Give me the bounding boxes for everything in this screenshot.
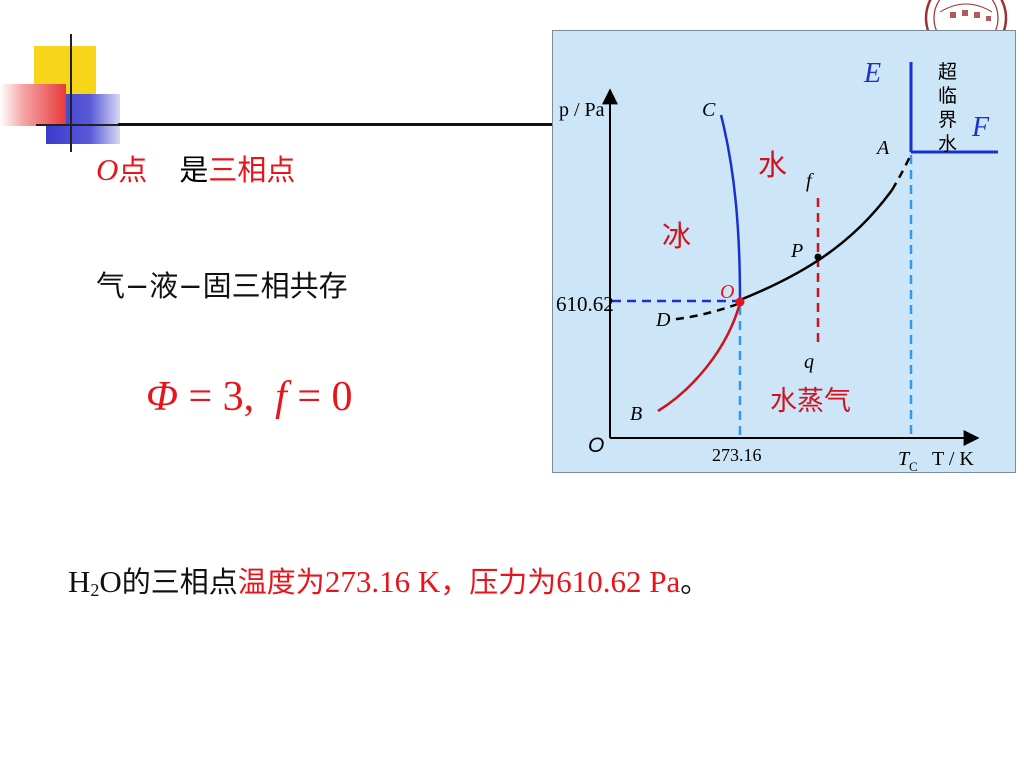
- text-triple-point: 的三相点: [121, 565, 238, 599]
- pressure-is: ，压力为: [440, 565, 557, 599]
- is-text: 是: [179, 153, 209, 187]
- water-phase-diagram: p / Pa C A f P O D q B E F 610.62 273.16…: [556, 58, 998, 473]
- supercritical-char-2: 临: [938, 85, 957, 107]
- label-e: E: [863, 58, 881, 89]
- triple-point-marker: [735, 297, 745, 307]
- corner-decoration: [0, 0, 140, 160]
- coexistence-statement: 气−液−固三相共存: [96, 269, 348, 303]
- oc-melting-curve: [719, 114, 742, 301]
- subscript-2: 2: [90, 580, 100, 600]
- header-rule: [118, 123, 552, 126]
- supercritical-char-1: 超: [938, 61, 957, 83]
- phase-rule-formula: Φ = 3, f = 0: [146, 372, 353, 422]
- region-water: 水: [758, 148, 787, 182]
- pressure-value: 610.62 Pa: [556, 564, 681, 599]
- y-axis-label: p / Pa: [559, 99, 605, 121]
- h-letter: H: [68, 564, 91, 599]
- critical-temperature-sub: C: [909, 459, 918, 473]
- red-bar: [0, 84, 66, 126]
- triple-temperature-value: 273.16: [712, 445, 762, 465]
- point-p-marker: [814, 253, 822, 261]
- label-c: C: [702, 99, 716, 121]
- f-symbol: f: [275, 374, 287, 420]
- label-f-region: F: [971, 112, 990, 143]
- temperature-is: 温度为: [237, 565, 325, 599]
- critical-temperature-label: T: [898, 448, 911, 470]
- horizontal-rule-short: [36, 124, 126, 126]
- region-supercritical: 超 临 界 水: [938, 61, 957, 155]
- label-d: D: [655, 309, 671, 331]
- region-ice: 冰: [662, 219, 691, 253]
- x-axis-label: T / K: [932, 448, 974, 470]
- period: 。: [680, 565, 710, 599]
- supercritical-char-4: 水: [938, 133, 957, 155]
- label-q: q: [804, 351, 814, 373]
- oa-vaporization-curve-dashed: [890, 151, 914, 191]
- point-suffix: 点: [118, 153, 148, 187]
- origin-label: O: [588, 434, 604, 457]
- label-a: A: [875, 137, 890, 159]
- label-o-point: O: [720, 281, 734, 303]
- phi-symbol: Φ: [146, 374, 178, 420]
- label-b: B: [630, 403, 642, 425]
- vertical-rule: [70, 34, 72, 152]
- phase-diagram-panel: [552, 30, 1016, 473]
- supercritical-char-3: 界: [938, 109, 957, 131]
- point-o-label: O: [96, 152, 119, 187]
- oa-vaporization-curve: [739, 189, 894, 302]
- phi-equation: = 3,: [177, 374, 255, 420]
- od-metastable-curve: [667, 302, 739, 322]
- triple-point-values: H2O的三相点温度为273.16 K，压力为610.62 Pa。: [68, 562, 709, 610]
- region-vapor: 水蒸气: [770, 386, 851, 417]
- o-letter: O: [99, 564, 122, 599]
- ob-sublimation-curve: [657, 302, 742, 413]
- label-f-point: f: [806, 170, 814, 192]
- triple-point-statement: O点 是三相点: [96, 150, 295, 190]
- triple-pressure-value: 610.62: [556, 292, 614, 316]
- triple-point-highlight: 三相点: [208, 153, 296, 187]
- temperature-value: 273.16 K: [324, 564, 441, 599]
- label-p: P: [790, 240, 803, 262]
- f-equation: = 0: [286, 374, 353, 420]
